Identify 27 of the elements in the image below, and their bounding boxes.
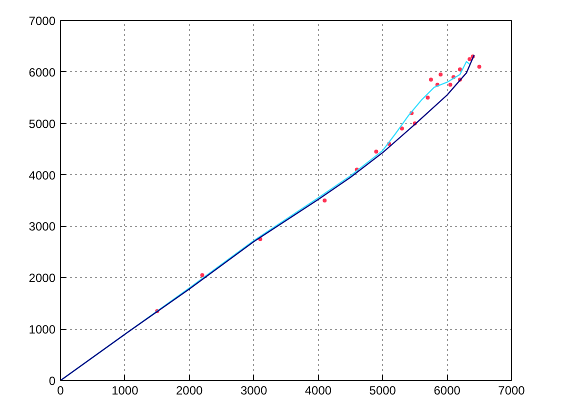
point: [468, 57, 472, 62]
y-tick-label: 2000: [28, 271, 56, 286]
point: [200, 273, 204, 278]
point: [458, 67, 462, 72]
x-tick-label: 5000: [369, 384, 396, 398]
point: [448, 82, 452, 87]
y-tick-label: 0: [48, 374, 56, 388]
x-tick-label: 4000: [304, 384, 332, 398]
point: [400, 126, 404, 130]
point: [322, 198, 327, 202]
point: [426, 96, 430, 100]
y-tick-label: 1000: [28, 322, 56, 337]
x-tick-label: 7000: [498, 384, 526, 398]
x-tick-label: 1000: [112, 384, 139, 398]
y-tick-label: 6000: [28, 65, 56, 80]
point: [374, 150, 378, 154]
point: [438, 72, 443, 76]
point: [477, 64, 482, 69]
point: [428, 78, 433, 82]
y-tick-label: 7000: [28, 14, 56, 28]
x-tick-label: 0: [57, 384, 64, 398]
y-tick-label: 3000: [28, 220, 56, 234]
y-tick-label: 5000: [28, 116, 56, 131]
x-tick-label: 6000: [434, 384, 461, 398]
y-tick-label: 4000: [28, 168, 56, 182]
x-tick-label: 3000: [240, 384, 268, 398]
x-tick-label: 2000: [176, 384, 204, 398]
